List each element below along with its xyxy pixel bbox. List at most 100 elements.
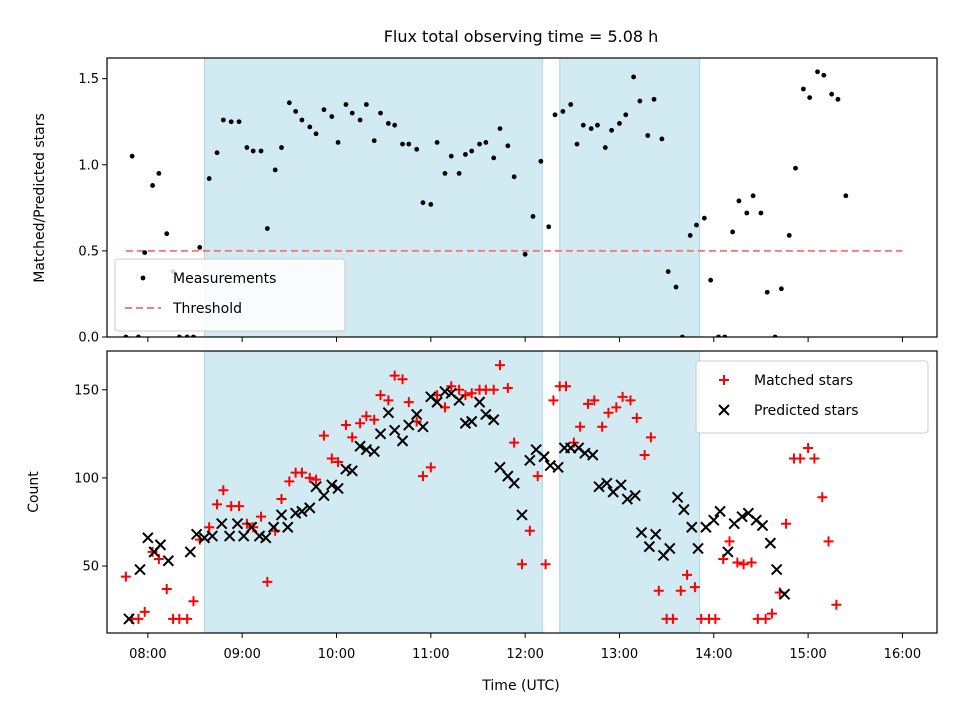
data-point: [744, 210, 750, 216]
data-point: [383, 395, 394, 406]
legend-label: Matched stars: [754, 373, 853, 389]
data-point: [304, 472, 315, 483]
data-point: [442, 170, 448, 176]
data-point: [815, 69, 820, 75]
data-point: [326, 479, 338, 491]
data-point: [310, 481, 322, 493]
data-point: [154, 539, 167, 551]
data-point: [778, 286, 784, 292]
data-point: [835, 96, 841, 102]
data-point: [272, 167, 278, 173]
x-tick-label: 13:00: [601, 647, 638, 662]
data-point: [708, 514, 720, 526]
data-point: [621, 493, 634, 505]
data-point: [321, 107, 327, 113]
y-tick-label: 1.0: [78, 158, 99, 173]
data-point: [388, 424, 401, 437]
data-point: [522, 251, 528, 257]
data-point: [623, 112, 629, 118]
data-point: [311, 474, 322, 485]
data-point: [347, 432, 358, 443]
data-point: [524, 525, 535, 536]
data-point: [588, 126, 594, 132]
data-point: [639, 449, 650, 460]
data-point: [800, 86, 806, 92]
data-point: [466, 388, 477, 399]
data-point: [397, 374, 408, 385]
data-point: [296, 467, 307, 478]
data-point: [396, 435, 409, 447]
legend-marker: [719, 375, 729, 385]
x-tick-label: 10:00: [318, 647, 355, 662]
legend-label: Threshold: [172, 301, 242, 317]
x-tick-label: 11:00: [412, 647, 449, 662]
data-point: [589, 395, 600, 406]
data-point: [410, 408, 423, 421]
shaded-interval: [559, 57, 701, 338]
data-point: [538, 451, 550, 463]
legend-marker: [140, 275, 146, 281]
data-point: [206, 176, 212, 181]
data-point: [617, 391, 628, 402]
data-point: [188, 596, 199, 607]
data-point: [587, 449, 599, 461]
data-point: [673, 284, 679, 290]
data-point: [746, 557, 757, 568]
data-point: [275, 509, 288, 521]
data-point: [601, 477, 613, 489]
data-point: [694, 222, 699, 228]
data-point: [645, 133, 651, 138]
data-point: [509, 437, 520, 448]
data-point: [795, 453, 806, 464]
data-point: [228, 119, 234, 125]
data-point: [483, 139, 489, 145]
data-point: [262, 576, 273, 587]
data-point: [611, 402, 622, 413]
data-point: [505, 143, 511, 149]
x-tick-label: 12:00: [506, 647, 543, 662]
data-point: [764, 289, 770, 295]
data-point: [760, 613, 771, 624]
data-point: [400, 141, 405, 147]
data-point: [431, 396, 443, 408]
data-point: [552, 112, 558, 118]
data-point: [276, 494, 287, 505]
data-point: [212, 499, 223, 510]
data-point: [460, 390, 471, 401]
data-point: [469, 148, 475, 154]
shaded-interval: [203, 350, 543, 634]
data-point: [595, 122, 600, 128]
data-point: [817, 492, 828, 503]
data-point: [597, 421, 608, 432]
data-point: [147, 546, 158, 557]
data-point: [511, 174, 517, 180]
x-tick-label: 15:00: [789, 647, 826, 662]
data-point: [134, 563, 146, 576]
data-point: [675, 585, 686, 596]
series-1: [123, 385, 791, 625]
data-point: [631, 412, 642, 423]
data-point: [494, 360, 505, 371]
data-point: [375, 390, 386, 401]
data-point: [389, 370, 400, 381]
data-point: [477, 141, 482, 147]
bottom-y-axis-label: Count: [26, 471, 42, 513]
data-point: [843, 193, 849, 199]
data-point: [756, 519, 769, 532]
axes-frame: [106, 350, 938, 634]
data-point: [333, 457, 344, 468]
data-point: [823, 536, 834, 547]
data-point: [831, 599, 842, 610]
data-point: [710, 613, 721, 624]
y-tick-label: 0.0: [78, 331, 99, 346]
data-point: [532, 471, 543, 482]
data-point: [260, 532, 272, 544]
data-point: [335, 139, 341, 145]
data-point: [238, 530, 250, 542]
data-point: [258, 148, 264, 154]
data-point: [197, 245, 203, 250]
data-point: [420, 200, 426, 206]
data-point: [574, 141, 580, 147]
data-point: [651, 96, 657, 102]
data-point: [142, 532, 154, 544]
